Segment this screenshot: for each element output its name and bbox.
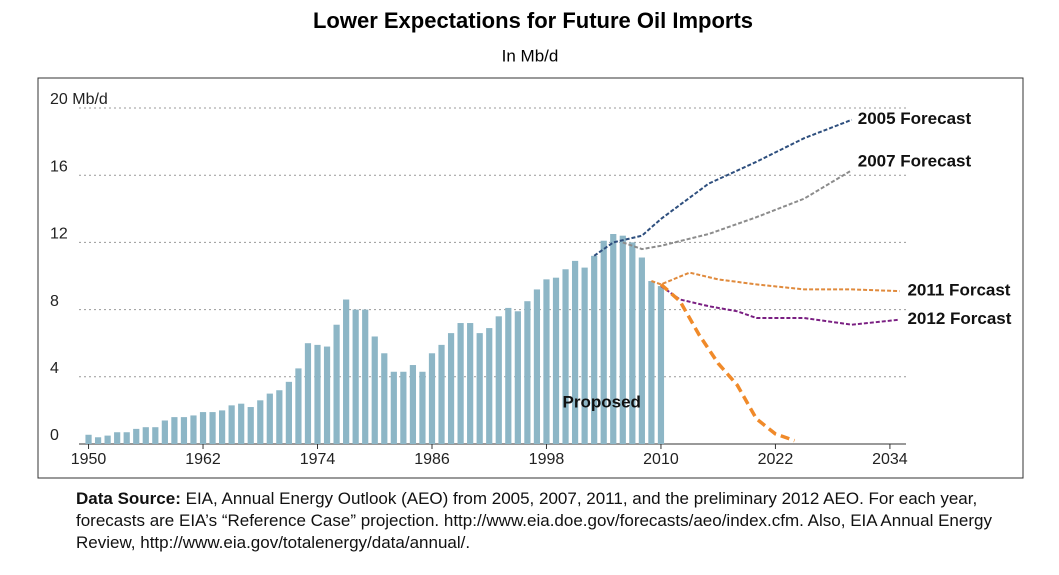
y-tick-label: 16: [50, 158, 68, 175]
series-label: 2005 Forecast: [858, 109, 972, 128]
bar: [495, 316, 502, 444]
bar: [371, 336, 378, 444]
caption-label: Data Source:: [76, 489, 181, 508]
bar: [591, 255, 598, 444]
bar: [152, 427, 159, 444]
bar: [352, 309, 359, 444]
bar: [219, 410, 226, 444]
x-tick-label: 2034: [872, 451, 908, 468]
bar: [104, 435, 111, 444]
bar: [123, 432, 130, 444]
bar: [409, 365, 417, 444]
forecast-line: [659, 283, 796, 443]
bar: [657, 286, 665, 444]
caption-text: EIA, Annual Energy Outlook (AEO) from 20…: [76, 489, 992, 552]
x-tick-label: 2022: [758, 451, 794, 468]
bar: [476, 333, 483, 444]
bar: [610, 234, 617, 444]
x-tick-label: 2010: [643, 451, 679, 468]
bar: [142, 427, 149, 444]
x-tick-label: 1962: [185, 451, 221, 468]
y-tick-label: 20 Mb/d: [50, 91, 108, 108]
series-label: 2012 Forcast: [907, 309, 1011, 328]
series-label: 2011 Forcast: [907, 281, 1010, 300]
bar: [362, 309, 369, 444]
bar: [266, 393, 273, 444]
bar: [390, 371, 397, 444]
bar: [85, 434, 92, 444]
bar: [505, 307, 512, 444]
forecast-line: [622, 169, 853, 251]
bar: [638, 257, 645, 444]
chart-frame: [37, 77, 1024, 479]
bar: [629, 242, 636, 444]
bar: [257, 400, 264, 444]
forecast-line: [651, 271, 900, 293]
bar: [209, 412, 216, 444]
chart-title: Lower Expectations for Future Oil Import…: [313, 8, 753, 33]
bar: [199, 412, 207, 444]
forecast-line: [660, 285, 900, 326]
bar: [552, 277, 560, 444]
bar: [161, 420, 168, 444]
y-tick-label: 0: [50, 427, 59, 444]
y-tick-label: 8: [50, 293, 59, 310]
chart-subtitle: In Mb/d: [502, 46, 559, 65]
series-label: Proposed: [563, 392, 641, 411]
bar: [314, 344, 321, 444]
bar: [171, 417, 178, 444]
bar: [190, 415, 197, 444]
bar: [486, 328, 493, 444]
chart: Lower Expectations for Future Oil Import…: [37, 8, 1024, 479]
bar: [524, 301, 531, 444]
x-tick-label: 1986: [414, 451, 450, 468]
bar: [400, 371, 407, 444]
bar: [438, 344, 445, 444]
y-tick-label: 12: [50, 226, 68, 243]
bar: [514, 311, 521, 444]
y-tick-label: 4: [50, 360, 59, 377]
bar: [600, 240, 607, 444]
forecast-line: [593, 118, 853, 257]
bar: [228, 405, 235, 444]
bar: [323, 346, 331, 444]
bar: [304, 343, 312, 444]
bar: [648, 281, 655, 444]
bar: [543, 279, 550, 444]
bar: [333, 324, 340, 444]
bar: [180, 417, 188, 444]
bar: [114, 432, 121, 444]
bar: [94, 437, 102, 444]
x-tick-label: 1974: [300, 451, 336, 468]
bar: [571, 260, 579, 444]
series-label: 2007 Forecast: [858, 152, 972, 171]
bar: [343, 299, 350, 444]
bar: [238, 403, 245, 444]
bar: [581, 267, 588, 444]
bar: [419, 371, 426, 444]
x-tick-label: 1998: [529, 451, 565, 468]
bar: [276, 390, 283, 444]
bar: [295, 368, 302, 444]
bar: [428, 353, 436, 444]
bar: [381, 353, 388, 444]
bar: [457, 323, 464, 444]
bar: [562, 269, 569, 444]
bar: [467, 323, 474, 444]
x-tick-label: 1950: [71, 451, 107, 468]
caption: Data Source: EIA, Annual Energy Outlook …: [76, 488, 1021, 554]
bar: [533, 289, 541, 444]
bar: [285, 381, 292, 444]
bar: [247, 407, 254, 444]
bar: [619, 235, 626, 444]
bar: [447, 333, 455, 444]
bar: [133, 428, 140, 444]
